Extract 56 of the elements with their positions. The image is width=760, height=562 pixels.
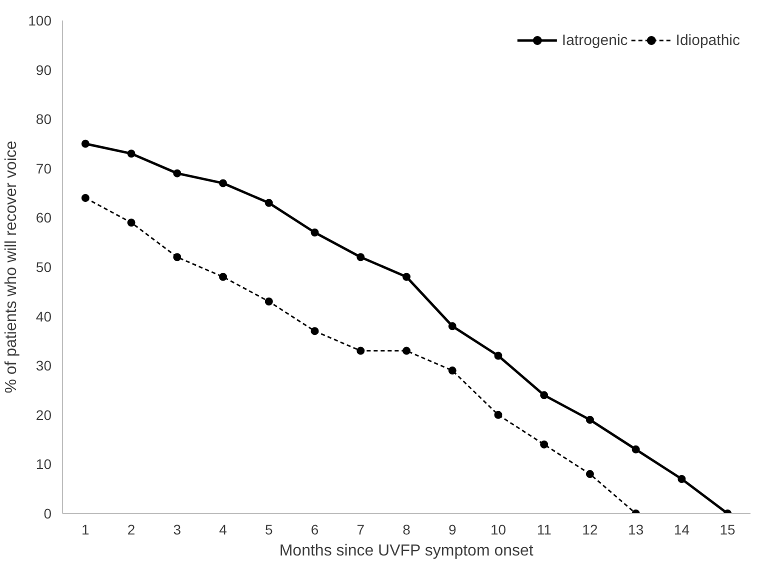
point [81, 140, 90, 148]
x-axis-title: Months since UVFP symptom onset [279, 542, 534, 560]
point [448, 322, 456, 330]
y-tick-label: 30 [36, 358, 52, 374]
y-tick-label: 50 [36, 259, 52, 275]
point [448, 366, 456, 375]
x-tick-label: 12 [582, 522, 598, 538]
x-tick-label: 5 [265, 522, 274, 538]
x-tick-label: 8 [402, 522, 411, 538]
y-tick-label: 100 [28, 12, 52, 28]
point [356, 346, 365, 355]
x-tick-label: 6 [310, 522, 319, 538]
legend-label: Iatrogenic [562, 32, 628, 48]
y-tick-label: 60 [36, 210, 52, 226]
y-tick-label: 10 [36, 456, 52, 472]
point [219, 272, 228, 281]
point [310, 228, 319, 236]
x-tick-label: 3 [173, 522, 182, 538]
point [494, 410, 502, 419]
point [173, 169, 182, 178]
point [540, 391, 548, 400]
point [402, 272, 410, 281]
y-tick-label: 20 [36, 406, 52, 423]
point [219, 179, 228, 188]
point [678, 474, 686, 483]
x-tick-label: 10 [490, 522, 506, 538]
point [540, 440, 548, 448]
y-tick-label: 0 [44, 506, 52, 522]
point [127, 150, 136, 158]
legend-label: Idiopathic [676, 32, 740, 48]
x-tick-label: 1 [82, 522, 90, 538]
x-tick-label: 14 [674, 522, 690, 538]
point [402, 346, 410, 355]
x-tick-label: 7 [356, 522, 365, 538]
point [356, 253, 365, 262]
x-tick-label: 11 [536, 522, 552, 538]
x-tick-label: 13 [628, 522, 644, 538]
point [264, 298, 273, 306]
point [127, 218, 136, 227]
y-axis-title: % of patients who will recover voice [3, 140, 20, 394]
point [586, 416, 594, 424]
point [494, 352, 502, 360]
point [632, 445, 640, 454]
x-tick-label: 15 [720, 522, 736, 538]
y-tick-label: 70 [36, 160, 52, 176]
y-tick-label: 90 [36, 62, 52, 78]
y-tick-label: 40 [36, 308, 52, 324]
x-tick-label: 4 [219, 522, 228, 538]
point [81, 194, 90, 202]
x-tick-label: 2 [127, 522, 136, 538]
point [310, 327, 319, 336]
point [264, 198, 273, 207]
point [173, 253, 182, 262]
y-tick-label: 80 [36, 111, 52, 128]
point [586, 470, 594, 478]
x-tick-label: 9 [448, 522, 456, 538]
